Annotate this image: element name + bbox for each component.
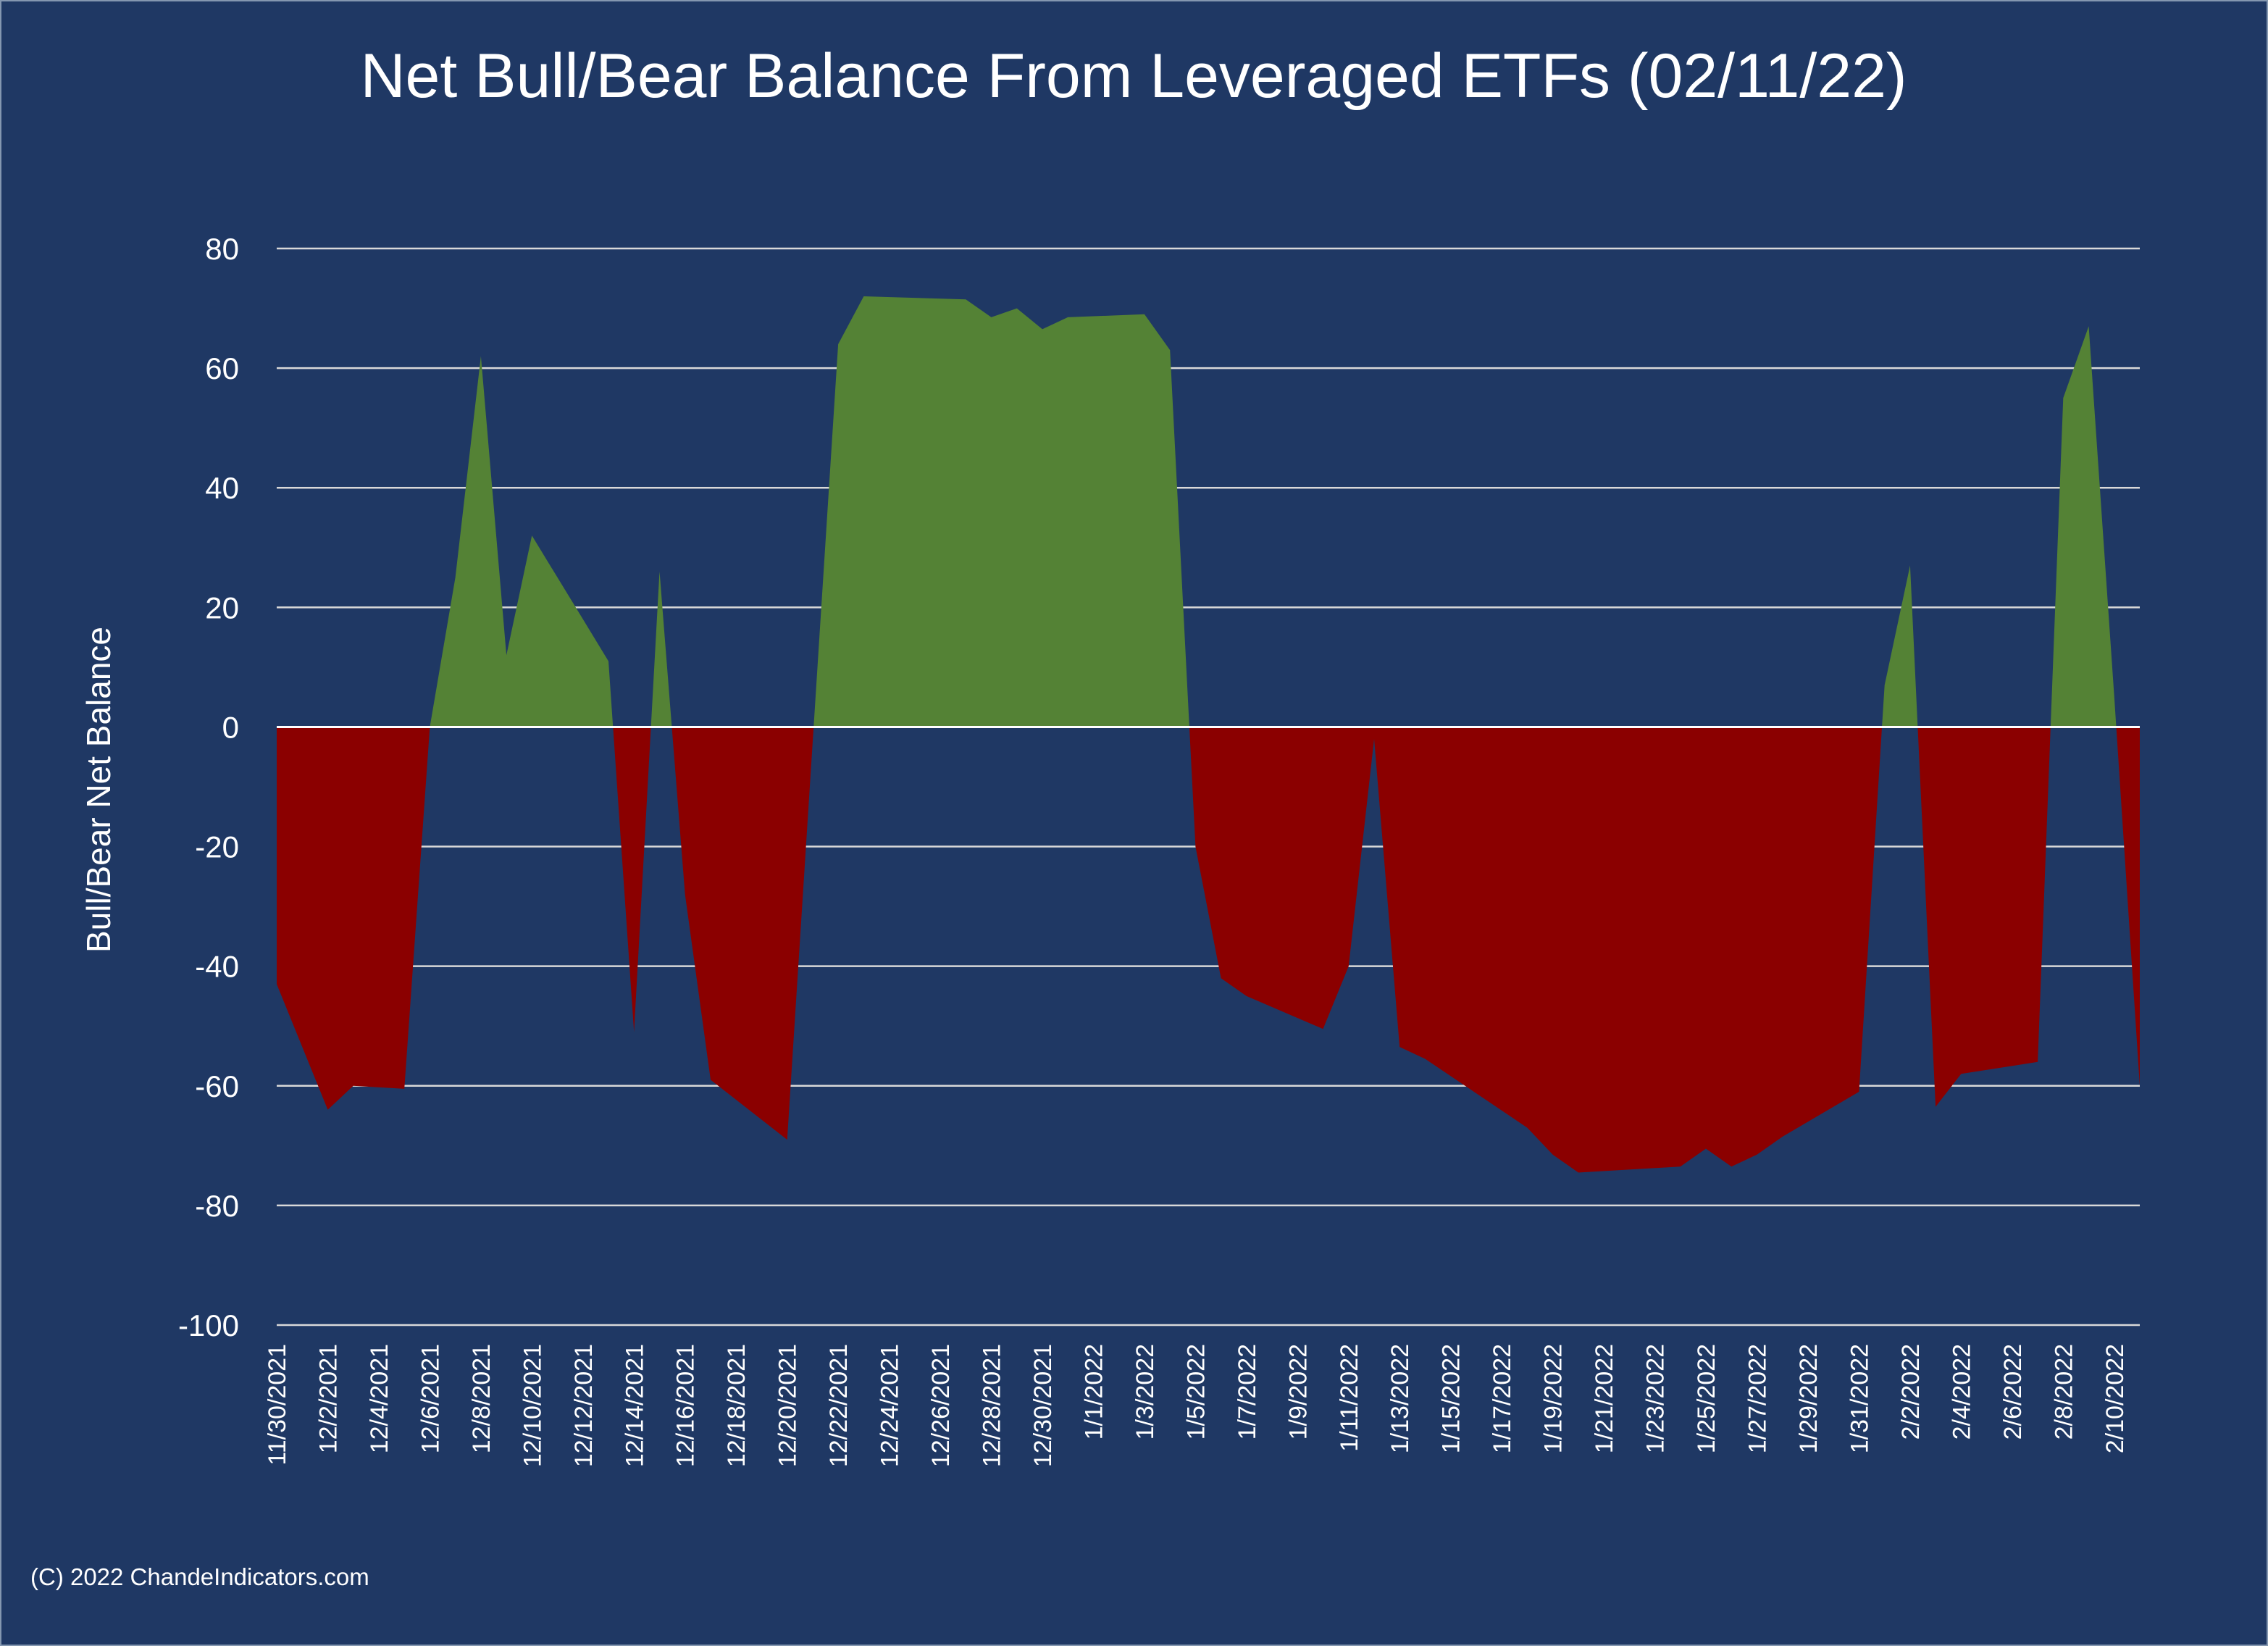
y-tick-label: 20 — [205, 590, 239, 624]
y-tick-label: -80 — [195, 1189, 239, 1223]
x-tick-label: 12/26/2021 — [927, 1344, 955, 1467]
x-tick-label: 1/31/2022 — [1846, 1344, 1873, 1453]
bullish-area — [277, 296, 2140, 727]
x-tick-label: 2/6/2022 — [1999, 1344, 2027, 1440]
x-tick-label: 1/17/2022 — [1489, 1344, 1516, 1453]
y-tick-label: 0 — [222, 710, 239, 744]
x-tick-label: 12/28/2021 — [979, 1344, 1006, 1467]
y-tick-label: -100 — [178, 1308, 239, 1342]
x-tick-label: 2/4/2022 — [1948, 1344, 1975, 1440]
bearish-area — [277, 727, 2140, 1173]
x-tick-label: 12/2/2021 — [315, 1344, 343, 1453]
x-tick-label: 12/4/2021 — [366, 1344, 393, 1453]
y-tick-label: 80 — [205, 232, 239, 266]
plot-area — [277, 296, 2140, 1173]
x-tick-label: 1/29/2022 — [1795, 1344, 1823, 1453]
x-tick-label: 12/10/2021 — [519, 1344, 546, 1467]
y-tick-label: -40 — [195, 950, 239, 984]
x-tick-label: 12/20/2021 — [774, 1344, 802, 1467]
x-tick-label: 1/9/2022 — [1284, 1344, 1312, 1440]
x-tick-label: 12/12/2021 — [570, 1344, 598, 1467]
x-tick-label: 12/14/2021 — [621, 1344, 648, 1467]
y-axis-ticks: 80 60 40 20 0 -20 -40 -60 -80 -100 — [178, 232, 239, 1342]
y-tick-label: 40 — [205, 471, 239, 505]
x-tick-label: 12/24/2021 — [876, 1344, 904, 1467]
x-tick-label: 1/7/2022 — [1234, 1344, 1261, 1440]
x-tick-label: 2/2/2022 — [1897, 1344, 1925, 1440]
x-tick-label: 11/30/2021 — [264, 1344, 291, 1466]
y-axis-label: Bull/Bear Net Balance — [80, 627, 117, 953]
y-tick-label: 60 — [205, 351, 239, 385]
x-tick-label: 1/3/2022 — [1131, 1344, 1159, 1440]
x-tick-label: 1/13/2022 — [1386, 1344, 1414, 1453]
copyright-footer: (C) 2022 ChandeIndicators.com — [30, 1563, 369, 1590]
x-tick-label: 12/16/2021 — [672, 1344, 700, 1467]
x-tick-label: 12/30/2021 — [1029, 1344, 1057, 1467]
x-tick-label: 12/18/2021 — [723, 1344, 750, 1467]
x-tick-label: 12/6/2021 — [417, 1344, 444, 1453]
y-tick-label: -20 — [195, 830, 239, 864]
x-tick-label: 1/5/2022 — [1182, 1344, 1210, 1440]
x-tick-label: 1/23/2022 — [1642, 1344, 1670, 1453]
x-tick-label: 1/1/2022 — [1081, 1344, 1108, 1440]
x-tick-label: 1/21/2022 — [1591, 1344, 1618, 1453]
x-tick-label: 12/8/2021 — [468, 1344, 495, 1453]
x-tick-label: 2/10/2022 — [2101, 1344, 2129, 1453]
x-tick-label: 1/11/2022 — [1336, 1344, 1363, 1452]
x-tick-label: 1/27/2022 — [1744, 1344, 1772, 1453]
chart-title: Net Bull/Bear Balance From Leveraged ETF… — [360, 41, 1907, 111]
x-tick-label: 12/22/2021 — [825, 1344, 853, 1467]
x-tick-label: 1/19/2022 — [1540, 1344, 1568, 1453]
x-axis-ticks: 11/30/2021 12/2/2021 12/4/2021 12/6/2021 12/… — [264, 1344, 2129, 1467]
x-tick-label: 1/25/2022 — [1693, 1344, 1720, 1453]
x-tick-label: 1/15/2022 — [1438, 1344, 1465, 1453]
y-tick-label: -60 — [195, 1069, 239, 1103]
x-tick-label: 2/8/2022 — [2050, 1344, 2077, 1440]
